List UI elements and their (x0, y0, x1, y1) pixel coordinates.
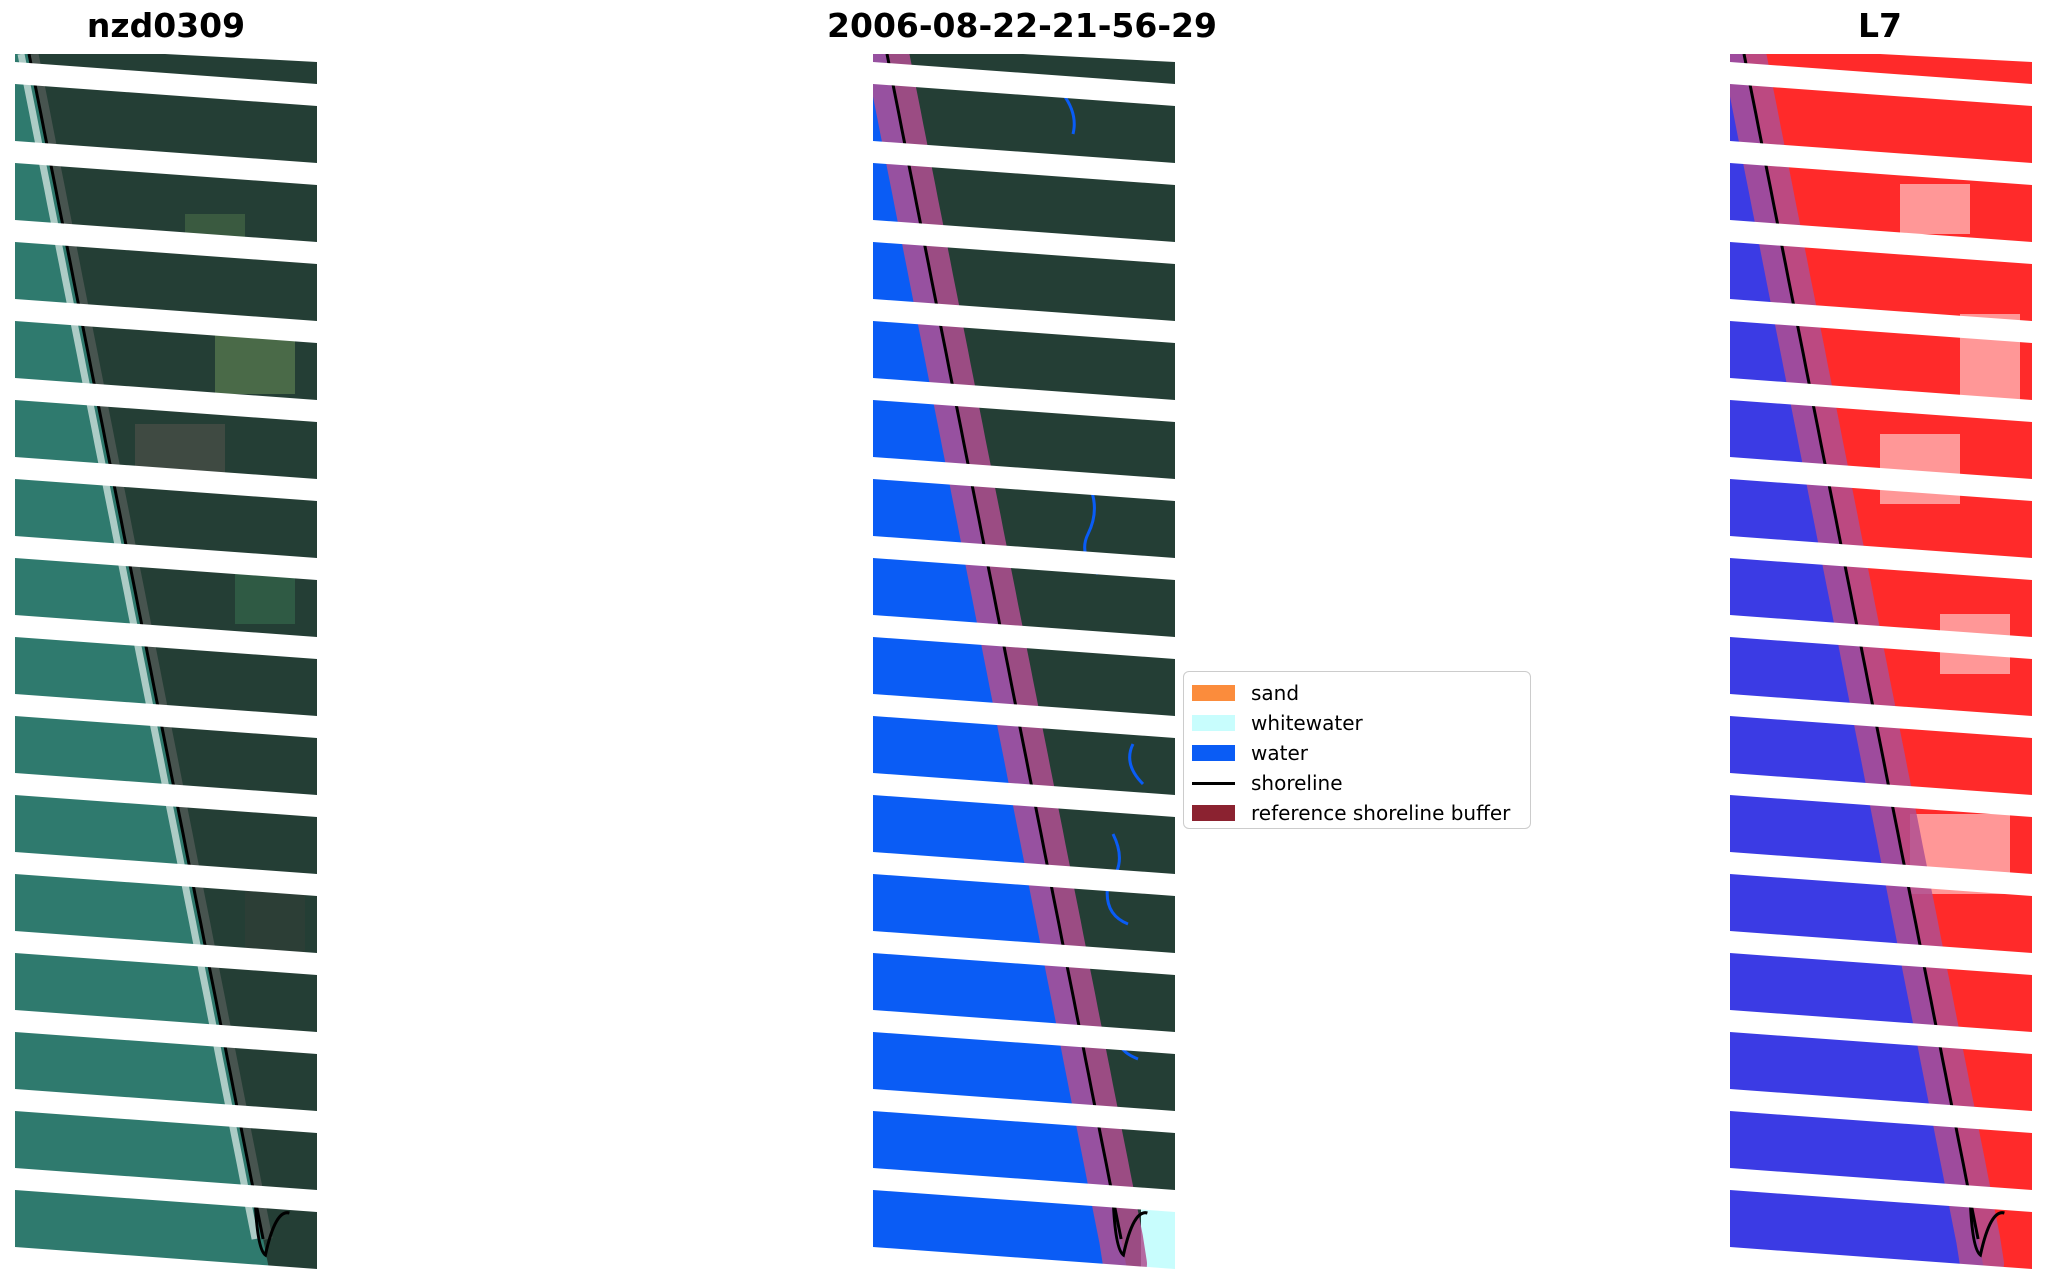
field-patch (215, 334, 295, 394)
scanline-gap (1730, 694, 2032, 738)
legend-item-buffer: reference shoreline buffer (1192, 798, 1522, 828)
legend-swatch-whitewater (1192, 715, 1235, 731)
scanline-gap (15, 773, 317, 817)
scanline-gap (15, 1247, 317, 1269)
scanline-gap (873, 378, 1175, 422)
image-edge (165, 54, 317, 62)
scanline-gap (873, 536, 1175, 580)
scanline-gaps (1730, 54, 2032, 1269)
scanline-gap (15, 1010, 317, 1054)
scanline-gap (15, 299, 317, 343)
image-edge (1730, 1265, 1885, 1269)
image-edge (1023, 54, 1175, 62)
field-patch (235, 574, 295, 624)
scanline-gap (1730, 378, 2032, 422)
image-edge (15, 1265, 170, 1269)
scanline-gap (873, 457, 1175, 501)
scanline-gap (1730, 1010, 2032, 1054)
legend-item-shoreline: shoreline (1192, 768, 1522, 798)
scanline-gap (1730, 220, 2032, 264)
panel-title-rgb: nzd0309 (86, 6, 246, 45)
pale-patch (1900, 184, 1970, 234)
image-edge (873, 1265, 1028, 1269)
scanline-gap (1730, 1247, 2032, 1269)
legend-item-sand: sand (1192, 678, 1522, 708)
scanline-gap (15, 220, 317, 264)
legend-label-buffer: reference shoreline buffer (1251, 801, 1511, 825)
scanline-gap (1730, 773, 2032, 817)
scanline-gap (873, 694, 1175, 738)
scanline-gap (15, 1168, 317, 1212)
scanline-gap (1730, 1089, 2032, 1133)
scanline-gap (15, 1089, 317, 1133)
scanline-gaps (15, 54, 317, 1269)
scanline-gap (873, 1168, 1175, 1212)
scanline-gap (1730, 931, 2032, 975)
scanline-gap (873, 1010, 1175, 1054)
scanline-gap (15, 141, 317, 185)
scanline-gap (873, 220, 1175, 264)
stream (1128, 743, 1145, 786)
classified-image (873, 54, 1175, 1269)
legend-item-water: water (1192, 738, 1522, 768)
scanline-gap (1730, 1168, 2032, 1212)
scanline-gap (1730, 457, 2032, 501)
scanline-gaps (873, 54, 1175, 1269)
rgb-satellite-image (15, 54, 317, 1269)
scanline-gap (873, 931, 1175, 975)
panel-title-classified: 2006-08-22-21-56-29 (827, 6, 1217, 45)
image-edge (1880, 54, 2032, 62)
shoreline-hook (1111, 1198, 1148, 1258)
scanline-gap (1730, 299, 2032, 343)
scanline-gap (873, 299, 1175, 343)
scanline-gap (1730, 852, 2032, 896)
scanline-gap (15, 457, 317, 501)
shoreline-hook (1968, 1198, 2005, 1258)
legend-swatch-buffer (1192, 805, 1235, 821)
scanline-gap (1730, 62, 2032, 106)
scanline-gap (1730, 141, 2032, 185)
scanline-gap (873, 1089, 1175, 1133)
panel-title-index: L7 (1858, 6, 1902, 45)
scanline-gap (15, 931, 317, 975)
legend-swatch-water (1192, 745, 1235, 761)
whitewater-patch (1141, 1209, 1175, 1269)
index-image (1730, 54, 2032, 1269)
scanline-gap (873, 1247, 1175, 1269)
scanline-gap (15, 694, 317, 738)
legend-label-sand: sand (1251, 681, 1300, 705)
scanline-gap (15, 378, 317, 422)
scanline-gap (15, 852, 317, 896)
scanline-gap (873, 773, 1175, 817)
scanline-gap (15, 62, 317, 106)
legend: sand whitewater water shoreline referenc… (1183, 671, 1531, 829)
legend-label-shoreline: shoreline (1251, 771, 1343, 795)
scanline-gap (15, 536, 317, 580)
scanline-gap (873, 852, 1175, 896)
scanline-gap (1730, 536, 2032, 580)
legend-label-whitewater: whitewater (1251, 711, 1363, 735)
shoreline-hook (253, 1198, 290, 1258)
scanline-gap (873, 62, 1175, 106)
legend-label-water: water (1251, 741, 1308, 765)
scanline-gap (873, 141, 1175, 185)
legend-item-whitewater: whitewater (1192, 708, 1522, 738)
legend-swatch-sand (1192, 685, 1235, 701)
legend-swatch-shoreline (1192, 781, 1235, 785)
scanline-gap (873, 615, 1175, 659)
scanline-gap (15, 615, 317, 659)
scanline-gap (1730, 615, 2032, 659)
